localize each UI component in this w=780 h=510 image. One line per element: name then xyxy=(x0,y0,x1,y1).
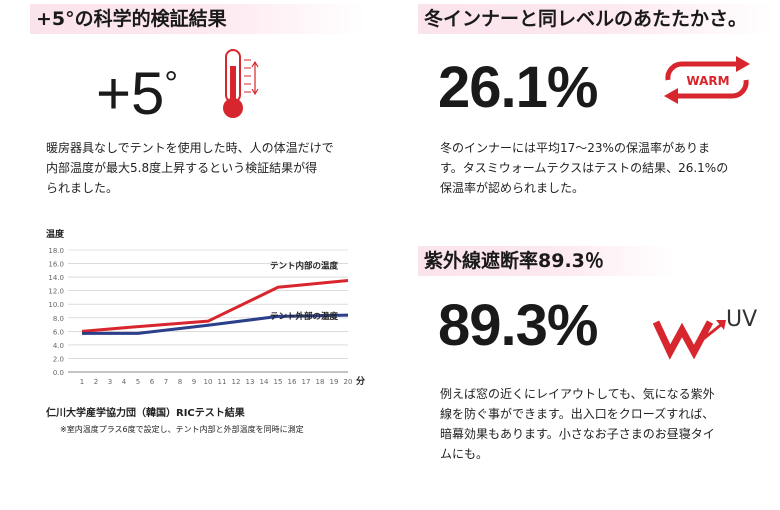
chart-series-label: テント外部の温度 xyxy=(270,311,339,322)
chart-series-line xyxy=(81,279,349,333)
chart-x-tick-label: 4 xyxy=(122,378,127,386)
temperature-line-chart: 温度0.02.04.06.08.010.012.014.016.018.01 2 3… xyxy=(46,228,365,387)
chart-x-tick-label: 3 xyxy=(108,378,112,386)
chart-x-tick-label: 7 xyxy=(164,378,168,386)
chart-y-tick-label: 2.0 xyxy=(53,355,64,363)
warmth-description: 冬のインナーには平均17〜23%の保温率がありま す。タスミウォームテクスはテス… xyxy=(440,138,728,198)
chart-x-tick-label: 12 xyxy=(232,378,241,386)
uv-description-line-4: ムにも。 xyxy=(440,447,489,461)
chart-x-tick-label: 20 xyxy=(344,378,353,386)
chart-y-tick-label: 0.0 xyxy=(53,369,64,377)
plus5-description-line-2: 内部温度が最大5.8度上昇するという検証結果が得 xyxy=(46,161,318,175)
warm-icon: WARM xyxy=(664,56,750,104)
chart-y-tick-label: 12.0 xyxy=(48,288,64,296)
chart-x-tick-label: 13 xyxy=(246,378,255,386)
chart-x-axis-unit: 分 xyxy=(356,375,365,387)
uv-description-line-3: 暗幕効果もあります。小さなお子さまのお昼寝タイ xyxy=(440,427,715,441)
plus5-description: 暖房器具なしでテントを使用した時、人の体温だけで 内部温度が最大5.8度上昇する… xyxy=(46,138,334,198)
chart-x-tick-label: 5 xyxy=(136,378,140,386)
chart-x-tick-label: 18 xyxy=(316,378,325,386)
warmth-description-line-1: 冬のインナーには平均17〜23%の保温率がありま xyxy=(440,141,710,155)
chart-x-tick-label: 19 xyxy=(330,378,339,386)
chart-x-tick-label: 10 xyxy=(204,378,213,386)
uv-value: 89.3% xyxy=(438,293,598,358)
chart-x-tick-label: 6 xyxy=(150,378,155,386)
uv-description: 例えば窓の近くにレイアウトしても、気になる紫外 線を防ぐ事ができます。出入口をク… xyxy=(440,384,715,464)
chart-series-line xyxy=(82,313,349,335)
chart-y-tick-label: 16.0 xyxy=(48,261,64,269)
chart-y-tick-label: 10.0 xyxy=(48,301,64,309)
section-heading-warmth: 冬インナーと同レベルのあたたかさ。 xyxy=(418,4,774,34)
plus5-description-line-1: 暖房器具なしでテントを使用した時、人の体温だけで xyxy=(46,141,334,155)
thermometer-icon xyxy=(223,49,259,118)
chart-x-tick-label: 2 xyxy=(94,378,98,386)
plus5-number: +5 xyxy=(96,60,165,127)
chart-x-tick-label: 9 xyxy=(192,378,196,386)
chart-y-tick-label: 18.0 xyxy=(48,247,64,255)
chart-y-tick-label: 14.0 xyxy=(48,274,64,282)
chart-x-tick-label: 15 xyxy=(274,378,283,386)
chart-y-tick-label: 8.0 xyxy=(53,315,64,323)
chart-x-tick-label: 11 xyxy=(218,378,227,386)
uv-description-line-2: 線を防ぐ事ができます。出入口をクローズすれば、 xyxy=(440,407,715,421)
uv-icon-label: UV xyxy=(726,307,757,332)
plus5-degree: ° xyxy=(164,65,179,103)
section-heading-uv: 紫外線遮断率89.3％ xyxy=(418,246,674,276)
warm-icon-label: WARM xyxy=(686,74,729,88)
chart-x-tick-label: 16 xyxy=(288,378,297,386)
warmth-description-line-3: 保温率が認められました。 xyxy=(440,181,585,195)
chart-x-tick-label: 17 xyxy=(302,378,311,386)
plus5-value: +5° xyxy=(96,64,178,124)
plus5-description-line-3: られました。 xyxy=(46,181,119,195)
chart-note: ※室内温度プラス6度で設定し、テント内部と外部温度を同時に測定 xyxy=(60,425,304,434)
chart-caption: 仁川大学産学協力団（韓国）RICテスト結果 xyxy=(46,408,245,419)
warmth-description-line-2: す。タスミウォームテクスはテストの結果、26.1%の xyxy=(440,161,729,175)
warmth-value: 26.1% xyxy=(438,55,598,120)
chart-series-label: テント内部の温度 xyxy=(270,261,339,272)
chart-x-tick-label: 8 xyxy=(178,378,182,386)
uv-shield-icon: UV xyxy=(652,307,757,360)
chart-x-tick-label: 14 xyxy=(260,378,269,386)
chart-x-tick-label: 1 xyxy=(80,378,84,386)
chart-y-tick-label: 6.0 xyxy=(53,328,64,336)
section-heading-plus5: +5°の科学的検証結果 xyxy=(30,4,366,34)
chart-y-axis-label: 温度 xyxy=(46,228,65,240)
chart-y-tick-label: 4.0 xyxy=(53,342,64,350)
uv-description-line-1: 例えば窓の近くにレイアウトしても、気になる紫外 xyxy=(440,387,715,401)
